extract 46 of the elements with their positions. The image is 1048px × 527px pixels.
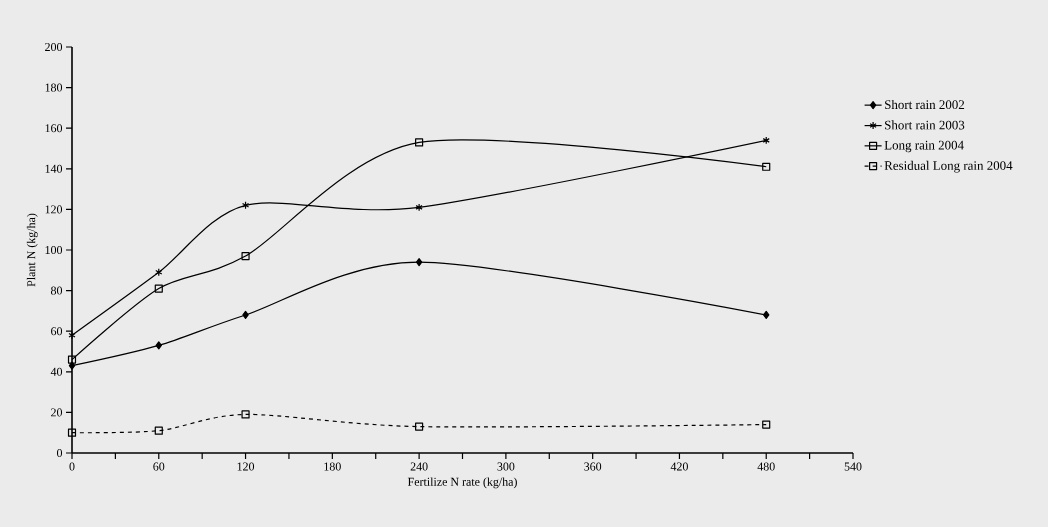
point bbox=[762, 420, 771, 429]
x-axis-title: Fertilize N rate (kg/ha) bbox=[407, 477, 517, 489]
y-tick-label: 40 bbox=[50, 367, 63, 376]
legend-label: Short rain 2003 bbox=[885, 120, 965, 130]
y-tick-label: 20 bbox=[51, 408, 63, 417]
legend-label: Long rain 2004 bbox=[884, 140, 964, 153]
point bbox=[67, 428, 77, 437]
x-tick-label: 360 bbox=[584, 462, 602, 471]
y-tick-label: 180 bbox=[45, 83, 63, 92]
point bbox=[762, 162, 771, 171]
point bbox=[415, 422, 424, 431]
point bbox=[241, 252, 250, 261]
legend-label: Short rain 2002 bbox=[885, 99, 965, 110]
point bbox=[241, 410, 250, 419]
point bbox=[154, 284, 163, 293]
x-tick-label: 300 bbox=[497, 462, 515, 471]
y-tick-label: 60 bbox=[51, 327, 63, 336]
x-tick-label: 120 bbox=[237, 462, 255, 471]
y-axis-title: Plant N (kg/ha) bbox=[26, 213, 38, 287]
y-tick-label: 140 bbox=[45, 164, 63, 173]
legend-label: Residual Long rain 2004 bbox=[884, 160, 1013, 173]
point bbox=[415, 258, 423, 267]
y-tick-label: 200 bbox=[45, 42, 63, 52]
y-tick-label: 100 bbox=[45, 245, 63, 255]
point bbox=[68, 331, 76, 340]
x-tick-label: 240 bbox=[410, 462, 428, 471]
point bbox=[762, 136, 770, 145]
y-tick-label: 0 bbox=[56, 448, 63, 458]
y-tick-label: 160 bbox=[45, 124, 63, 133]
point bbox=[67, 355, 77, 364]
point bbox=[155, 341, 162, 350]
x-tick-label: 0 bbox=[69, 462, 75, 471]
x-tick-label: 180 bbox=[324, 462, 341, 471]
x-tick-label: 420 bbox=[670, 462, 688, 471]
point bbox=[242, 310, 249, 320]
y-tick-label: 120 bbox=[45, 205, 63, 214]
y-tick-label: 80 bbox=[51, 286, 63, 295]
x-tick-label: 480 bbox=[757, 462, 775, 471]
point bbox=[154, 426, 163, 435]
x-tick-label: 540 bbox=[844, 462, 862, 471]
point bbox=[155, 268, 163, 277]
point bbox=[763, 310, 770, 320]
point bbox=[415, 203, 423, 212]
point bbox=[241, 201, 250, 210]
x-tick-label: 60 bbox=[153, 462, 165, 471]
point bbox=[415, 138, 424, 147]
